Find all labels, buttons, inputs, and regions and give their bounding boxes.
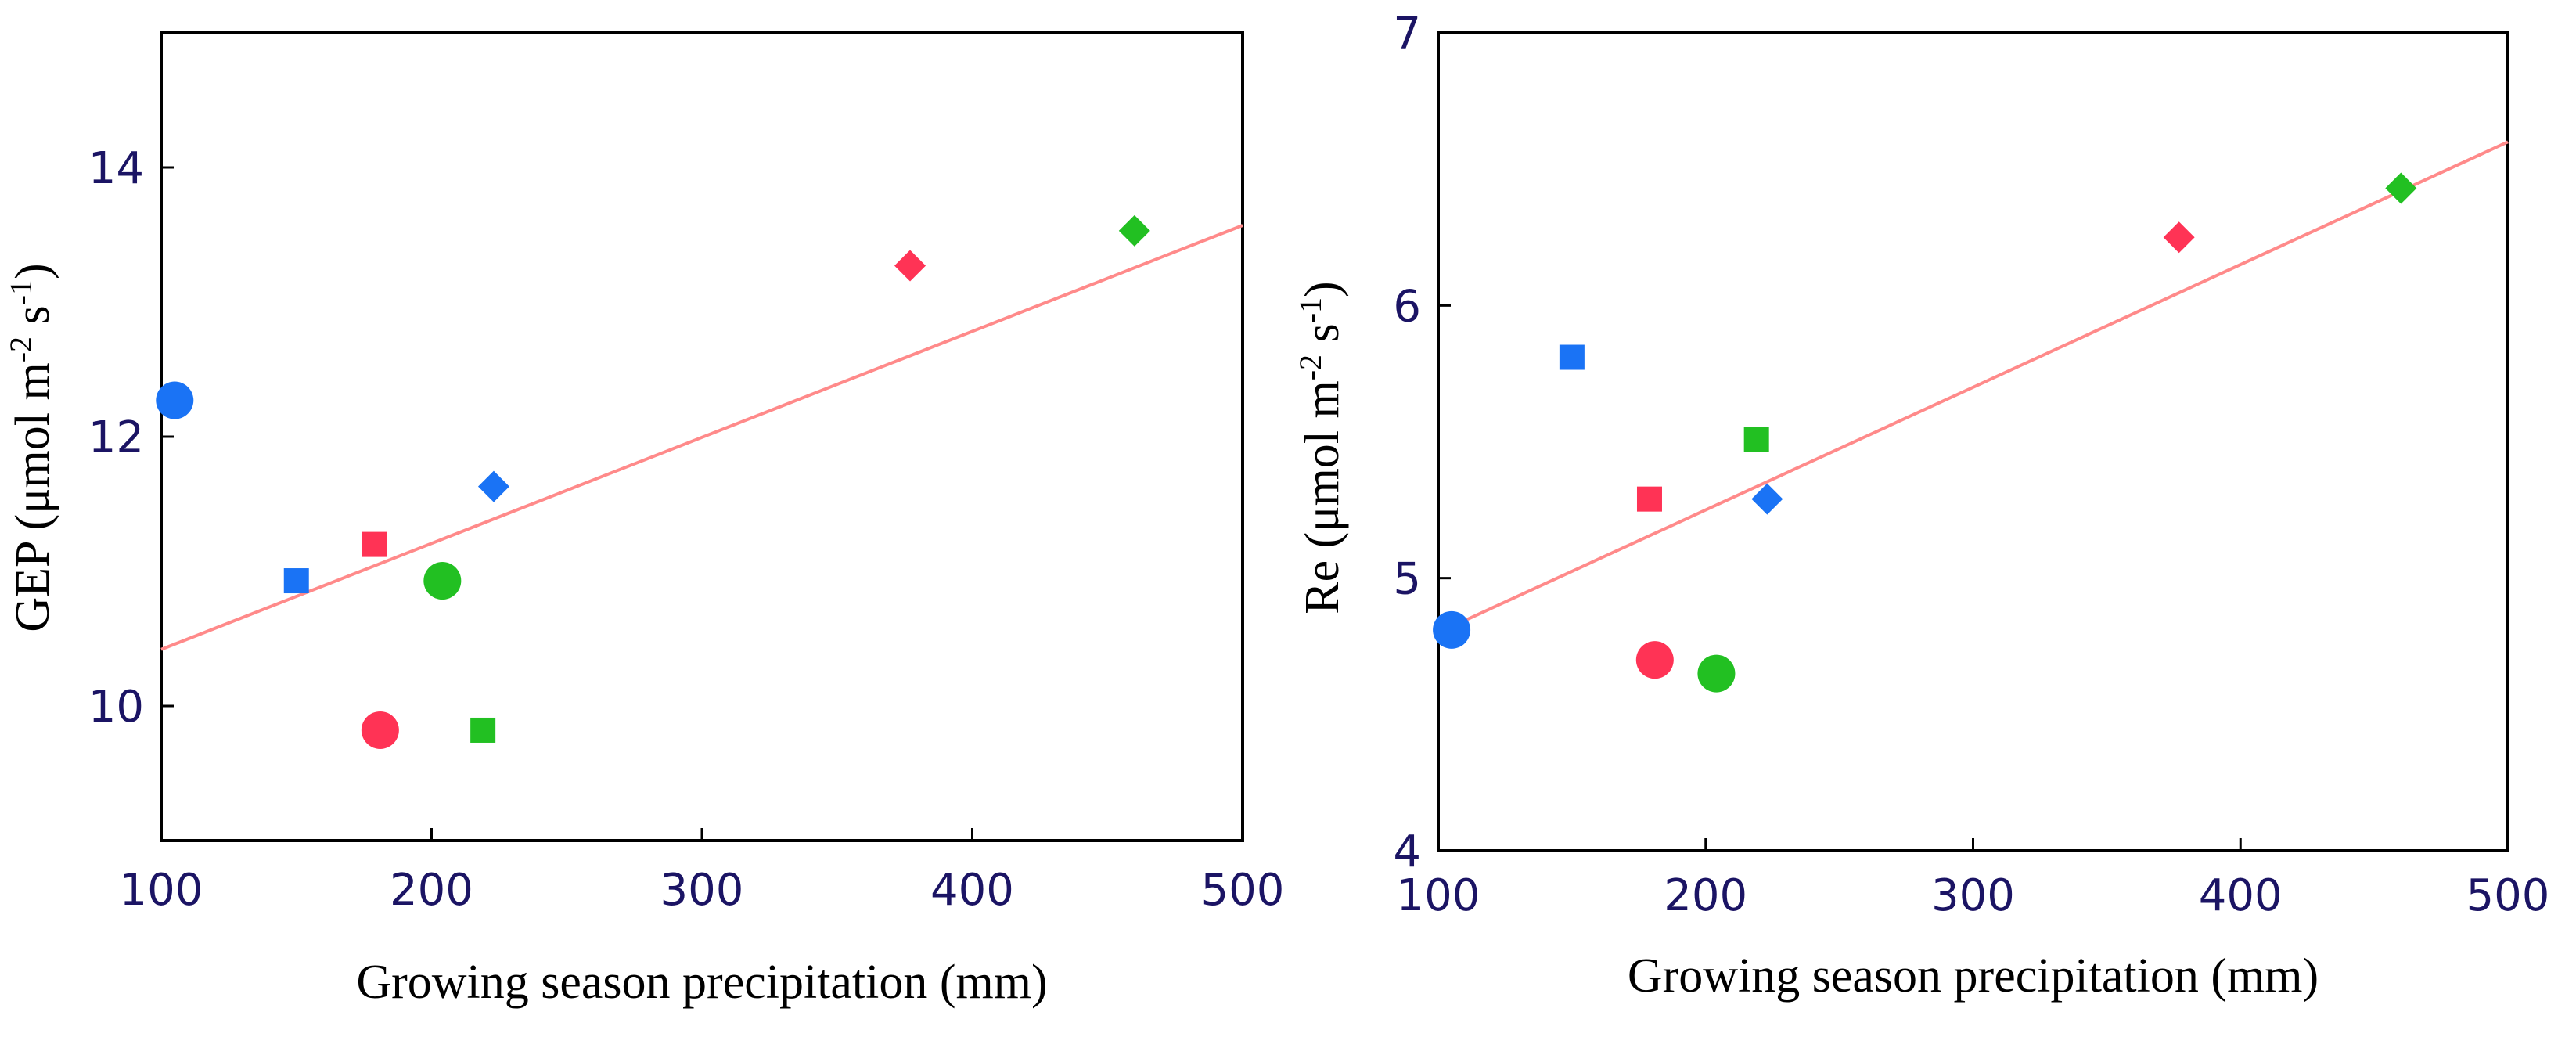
green-square-point <box>470 717 496 743</box>
red-circle-point <box>1635 641 1674 679</box>
chart-panel-2: 100 200 300 400 500 4 5 6 7 Growing season precip… <box>1293 9 2549 1003</box>
red-diamond-point <box>894 250 926 282</box>
fit-line <box>1437 140 2509 635</box>
x-tick-label: 300 <box>1931 870 2015 921</box>
x-axis-label: Growing season precipitation (mm) <box>356 956 1047 1009</box>
y-axis-label-text: Re (μmol m <box>1296 380 1349 614</box>
chart-panel-1: 100 200 300 400 500 10 12 14 Growing season prec… <box>3 31 1285 1009</box>
red-diamond-point <box>2163 221 2195 254</box>
green-circle-point <box>1697 654 1736 693</box>
red-square-point <box>1636 486 1662 512</box>
y-tick-label: 14 <box>88 143 144 194</box>
x-tick-label: 500 <box>2466 870 2550 921</box>
x-tick-label: 200 <box>1664 870 1747 921</box>
y-axis-label-text: GEP (μmol m <box>6 362 59 632</box>
x-tick-label: 100 <box>1397 870 1480 921</box>
blue-diamond-point <box>1751 483 1783 515</box>
x-tick-label: 300 <box>660 865 744 916</box>
red-square-point <box>362 531 387 557</box>
y-axis-label: Re (μmol m-2 s-1) <box>1293 281 1349 614</box>
y-tick-label: 6 <box>1393 281 1421 332</box>
x-tick-label: 500 <box>1201 865 1285 916</box>
green-circle-point <box>423 562 462 600</box>
y-tick-label: 12 <box>88 412 144 463</box>
x-tick-label: 400 <box>930 865 1014 916</box>
green-square-point <box>1743 427 1769 452</box>
y-tick-label: 10 <box>88 682 144 733</box>
y-axis-label-superscript: -1 <box>1293 297 1328 323</box>
y-axis-label-text: s <box>1296 323 1349 355</box>
y-axis-label: GEP (μmol m-2 s-1) <box>3 263 59 632</box>
y-axis-label-superscript: -1 <box>3 279 38 305</box>
green-diamond-point <box>2385 172 2417 204</box>
plot-frame <box>1437 31 2509 852</box>
x-tick-label: 400 <box>2199 870 2283 921</box>
blue-square-point <box>283 568 309 594</box>
blue-circle-point <box>1433 610 1471 649</box>
fit-line <box>160 224 1243 651</box>
x-axis-label: Growing season precipitation (mm) <box>1628 949 2319 1003</box>
y-axis-label-text: s <box>6 305 59 337</box>
blue-circle-point <box>156 381 194 419</box>
y-tick-label: 5 <box>1393 554 1421 605</box>
blue-diamond-point <box>477 470 509 502</box>
y-tick-label: 4 <box>1393 826 1421 877</box>
y-axis-label-superscript: -2 <box>1293 355 1328 380</box>
blue-square-point <box>1559 344 1585 370</box>
y-axis-label-text: ) <box>1296 281 1349 297</box>
x-tick-label: 100 <box>120 865 203 916</box>
x-tick-label: 200 <box>390 865 473 916</box>
y-axis-label-superscript: -2 <box>3 337 38 362</box>
y-axis-label-text: ) <box>6 263 59 279</box>
y-tick-label: 7 <box>1393 9 1421 59</box>
red-circle-point <box>361 711 399 749</box>
green-diamond-point <box>1118 214 1150 247</box>
